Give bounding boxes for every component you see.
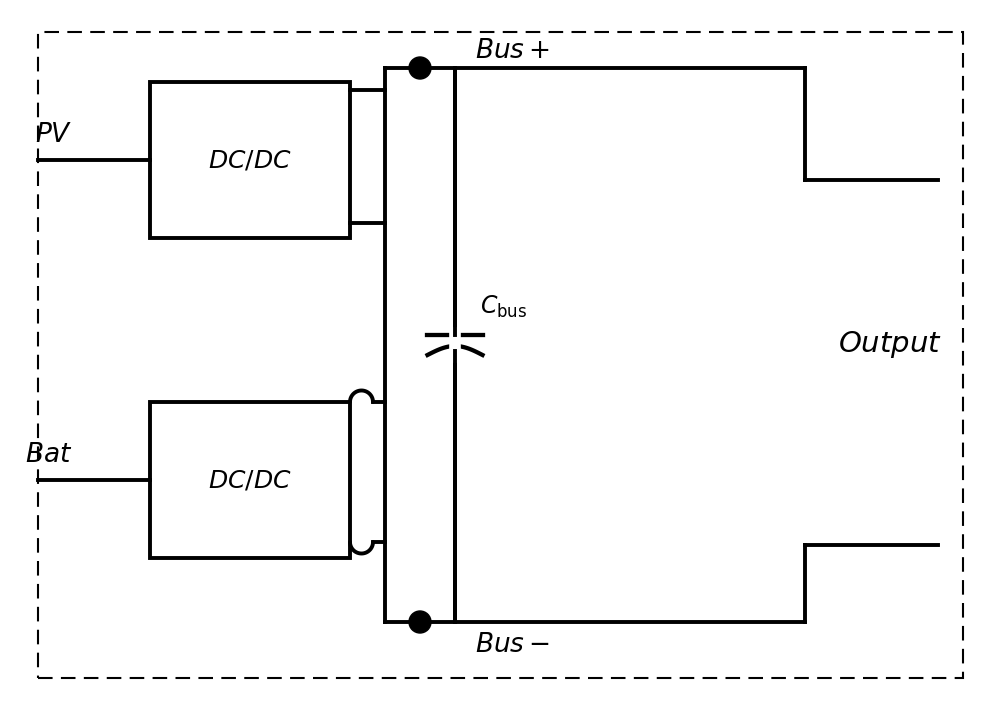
Text: $PV$: $PV$	[35, 123, 72, 148]
Text: $DC/DC$: $DC/DC$	[208, 148, 292, 172]
Circle shape	[409, 611, 431, 633]
Bar	[150, 402, 350, 558]
Text: $Bat$: $Bat$	[25, 442, 72, 467]
Text: $C_{\mathrm{bus}}$: $C_{\mathrm{bus}}$	[480, 294, 527, 320]
Text: $Bus-$: $Bus-$	[475, 633, 550, 657]
Text: $Output$: $Output$	[838, 329, 942, 361]
Circle shape	[409, 57, 431, 79]
Text: $DC/DC$: $DC/DC$	[208, 468, 292, 492]
Bar	[150, 82, 350, 238]
Text: $Bus+$: $Bus+$	[475, 38, 550, 62]
